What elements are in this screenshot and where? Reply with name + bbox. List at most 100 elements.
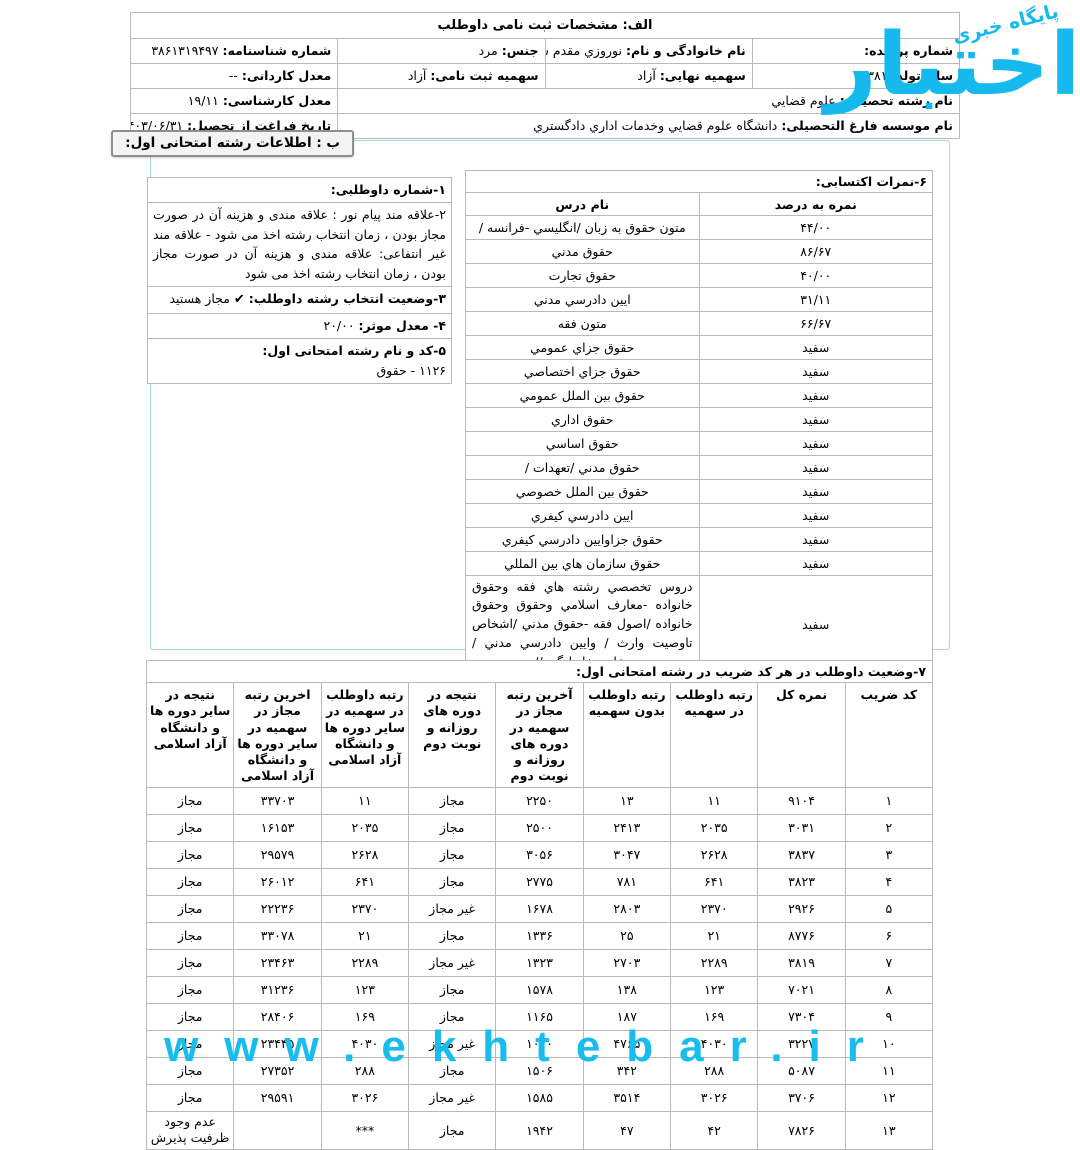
field-institution: نام موسسه فارغ التحصیلی: دانشگاه علوم قض… xyxy=(337,113,960,139)
cell-rank-other-courses: ۴۰۳۰ xyxy=(320,1029,410,1058)
grades-row: سفید حقوق مدني /تعهدات / xyxy=(465,454,933,480)
cell-result-daily: مجاز xyxy=(408,840,497,869)
results-row: ۴ ۳۸۲۳ ۶۴۱ ۷۸۱ ۲۷۷۵ مجاز ۶۴۱ ۲۶۰۱۲ مجاز xyxy=(145,867,934,896)
grade-score: سفید xyxy=(698,334,933,360)
grade-course-name: حقوق مدني /تعهدات / xyxy=(465,454,700,480)
cell-result-daily: مجاز xyxy=(408,975,497,1004)
grades-row: سفید حقوق بین الملل عمومي xyxy=(465,382,933,408)
results-row: ۱۰ ۳۲۲۷ ۴۰۳۰ ۴۷۶۵ ۱۰۷۰ غیر مجاز ۴۰۳۰ ۲۳۴۴۵ مجاز xyxy=(145,1029,934,1058)
cell-rank-other-courses: ۲۰۳۵ xyxy=(320,813,410,842)
cell-coefficient-code: ۸ xyxy=(844,975,934,1004)
grades-row: ۸۶/۶۷ حقوق مدني xyxy=(465,238,933,264)
cell-rank-no-quota: ۳۰۴۷ xyxy=(582,840,672,869)
grade-score: سفید xyxy=(698,550,933,576)
cell-rank-no-quota: ۱۸۷ xyxy=(582,1002,672,1031)
cell-result-daily: غیر مجاز xyxy=(408,1029,497,1058)
cell-last-allowed-other: ۳۳۷۰۳ xyxy=(233,786,322,815)
cell-last-allowed-daily: ۱۶۷۸ xyxy=(495,894,584,923)
cell-rank-no-quota: ۲۵ xyxy=(582,921,672,950)
cell-rank-other-courses: ۲۱ xyxy=(320,921,410,950)
field-file-number: شماره پرونده: xyxy=(751,38,961,64)
col-result-daily: نتیجه در دوره های روزانه و نوبت دوم xyxy=(408,682,497,788)
grade-score: سفید xyxy=(698,502,933,528)
cell-last-allowed-daily: ۱۹۴۲ xyxy=(495,1110,584,1150)
grade-course-name: حقوق مدني xyxy=(465,238,700,264)
identity-row-1: شماره پرونده: نام خانوادگی و نام: نوروزي… xyxy=(129,38,961,64)
cell-coefficient-code: ۱۲ xyxy=(844,1083,934,1112)
grade-course-name: حقوق تجارت xyxy=(465,262,700,288)
cell-result-other: مجاز xyxy=(145,786,235,815)
col-result-other: نتیجه در سایر دوره ها و دانشگاه آزاد اسل… xyxy=(145,682,235,788)
cell-last-allowed-other: ۲۲۲۳۶ xyxy=(233,894,322,923)
grades-row: سفید حقوق جزاي اختصاصي xyxy=(465,358,933,384)
cell-rank-other-courses: ۱۱ xyxy=(320,786,410,815)
cell-last-allowed-other: ۳۱۲۳۶ xyxy=(233,975,322,1004)
cell-coefficient-code: ۶ xyxy=(844,921,934,950)
cell-rank-in-quota: ۳۰۲۶ xyxy=(670,1083,759,1112)
cell-last-allowed-daily: ۲۵۰۰ xyxy=(495,813,584,842)
cell-rank-other-courses: ۳۰۲۶ xyxy=(320,1083,410,1112)
cell-result-daily: غیر مجاز xyxy=(408,948,497,977)
cell-coefficient-code: ۲ xyxy=(844,813,934,842)
grades-title: ۶-نمرات اکتسابی: xyxy=(465,170,933,193)
grade-course-name: حقوق بین الملل خصوصي xyxy=(465,478,700,504)
cell-rank-no-quota: ۱۳۸ xyxy=(582,975,672,1004)
cell-rank-in-quota: ۲۳۷۰ xyxy=(670,894,759,923)
col-rank-in-quota: رتبه داوطلب در سهمیه xyxy=(670,682,759,788)
grade-score: ۶۶/۶۷ xyxy=(698,310,933,336)
grades-row: سفید ايين دادرسي کیفري xyxy=(465,502,933,528)
cell-total-score: ۷۸۲۶ xyxy=(757,1110,846,1150)
cell-rank-in-quota: ۶۴۱ xyxy=(670,867,759,896)
grade-score: ۳۱/۱۱ xyxy=(698,286,933,312)
cell-result-other: مجاز xyxy=(145,867,235,896)
cell-rank-in-quota: ۴۰۳۰ xyxy=(670,1029,759,1058)
grade-score: سفید xyxy=(698,574,933,675)
results-title: ۷-وضعیت داوطلب در هر کد ضریب در رشته امت… xyxy=(146,660,933,683)
cell-coefficient-code: ۷ xyxy=(844,948,934,977)
cell-coefficient-code: ۹ xyxy=(844,1002,934,1031)
results-row: ۱۲ ۳۷۰۶ ۳۰۲۶ ۳۵۱۴ ۱۵۸۵ غیر مجاز ۳۰۲۶ ۲۹۵۹۱ مجاز xyxy=(145,1083,934,1112)
grade-course-name: متون فقه xyxy=(465,310,700,336)
grade-score: سفید xyxy=(698,526,933,552)
cell-rank-other-courses: *** xyxy=(320,1110,410,1150)
grades-header-course: نام درس xyxy=(465,192,700,216)
results-row: ۷ ۳۸۱۹ ۲۲۸۹ ۲۷۰۳ ۱۳۲۳ غیر مجاز ۲۲۸۹ ۲۳۴۶۳ مجاز xyxy=(145,948,934,977)
cell-total-score: ۲۹۲۶ xyxy=(757,894,846,923)
results-row: ۶ ۸۷۷۶ ۲۱ ۲۵ ۱۳۳۶ مجاز ۲۱ ۳۳۰۷۸ مجاز xyxy=(145,921,934,950)
grades-row: ۶۶/۶۷ متون فقه xyxy=(465,310,933,336)
grade-score: سفید xyxy=(698,430,933,456)
grades-title-row: ۶-نمرات اکتسابی: xyxy=(465,170,933,193)
grade-score: سفید xyxy=(698,454,933,480)
cell-rank-in-quota: ۴۲ xyxy=(670,1110,759,1150)
cell-rank-other-courses: ۱۶۹ xyxy=(320,1002,410,1031)
cell-last-allowed-other xyxy=(233,1110,322,1150)
cell-total-score: ۹۱۰۴ xyxy=(757,786,846,815)
grades-row: ۳۱/۱۱ ايين دادرسي مدني xyxy=(465,286,933,312)
cell-rank-in-quota: ۲۱ xyxy=(670,921,759,950)
grade-course-name: حقوق جزاي اختصاصي xyxy=(465,358,700,384)
grade-score: سفید xyxy=(698,406,933,432)
cell-last-allowed-daily: ۲۲۵۰ xyxy=(495,786,584,815)
cell-result-other: مجاز xyxy=(145,894,235,923)
cell-rank-other-courses: ۶۴۱ xyxy=(320,867,410,896)
cell-rank-no-quota: ۳۵۱۴ xyxy=(582,1083,672,1112)
col-total-score: نمره کل xyxy=(757,682,846,788)
cell-result-daily: مجاز xyxy=(408,1002,497,1031)
cell-rank-no-quota: ۴۷۶۵ xyxy=(582,1029,672,1058)
cell-result-daily: مجاز xyxy=(408,786,497,815)
field-gender: جنس: مرد xyxy=(337,38,546,64)
grades-row: سفید حقوق بین الملل خصوصي xyxy=(465,478,933,504)
grades-body: ۴۴/۰۰ متون حقوق به زبان /انگلیسي -فرانسه … xyxy=(465,214,933,699)
payamnoor-note: ۲-علاقه مند پیام نور : علاقه مندی و هزین… xyxy=(147,202,452,287)
cell-coefficient-code: ۱۰ xyxy=(844,1029,934,1058)
cell-rank-other-courses: ۱۲۳ xyxy=(320,975,410,1004)
candidate-number-cell: ۱-شماره داوطلبی: xyxy=(147,176,452,204)
cell-result-other: مجاز xyxy=(145,948,235,977)
cell-last-allowed-other: ۲۸۴۰۶ xyxy=(233,1002,322,1031)
grade-course-name: حقوق بین الملل عمومي xyxy=(465,382,700,408)
grade-score: ۴۰/۰۰ xyxy=(698,262,933,288)
results-title-row: ۷-وضعیت داوطلب در هر کد ضریب در رشته امت… xyxy=(146,660,933,683)
cell-rank-no-quota: ۲۴۱۳ xyxy=(582,813,672,842)
first-field-code-cell: ۵-کد و نام رشته امتحانی اول: ۱۱۲۶ - حقوق xyxy=(147,338,452,385)
cell-rank-no-quota: ۲۷۰۳ xyxy=(582,948,672,977)
